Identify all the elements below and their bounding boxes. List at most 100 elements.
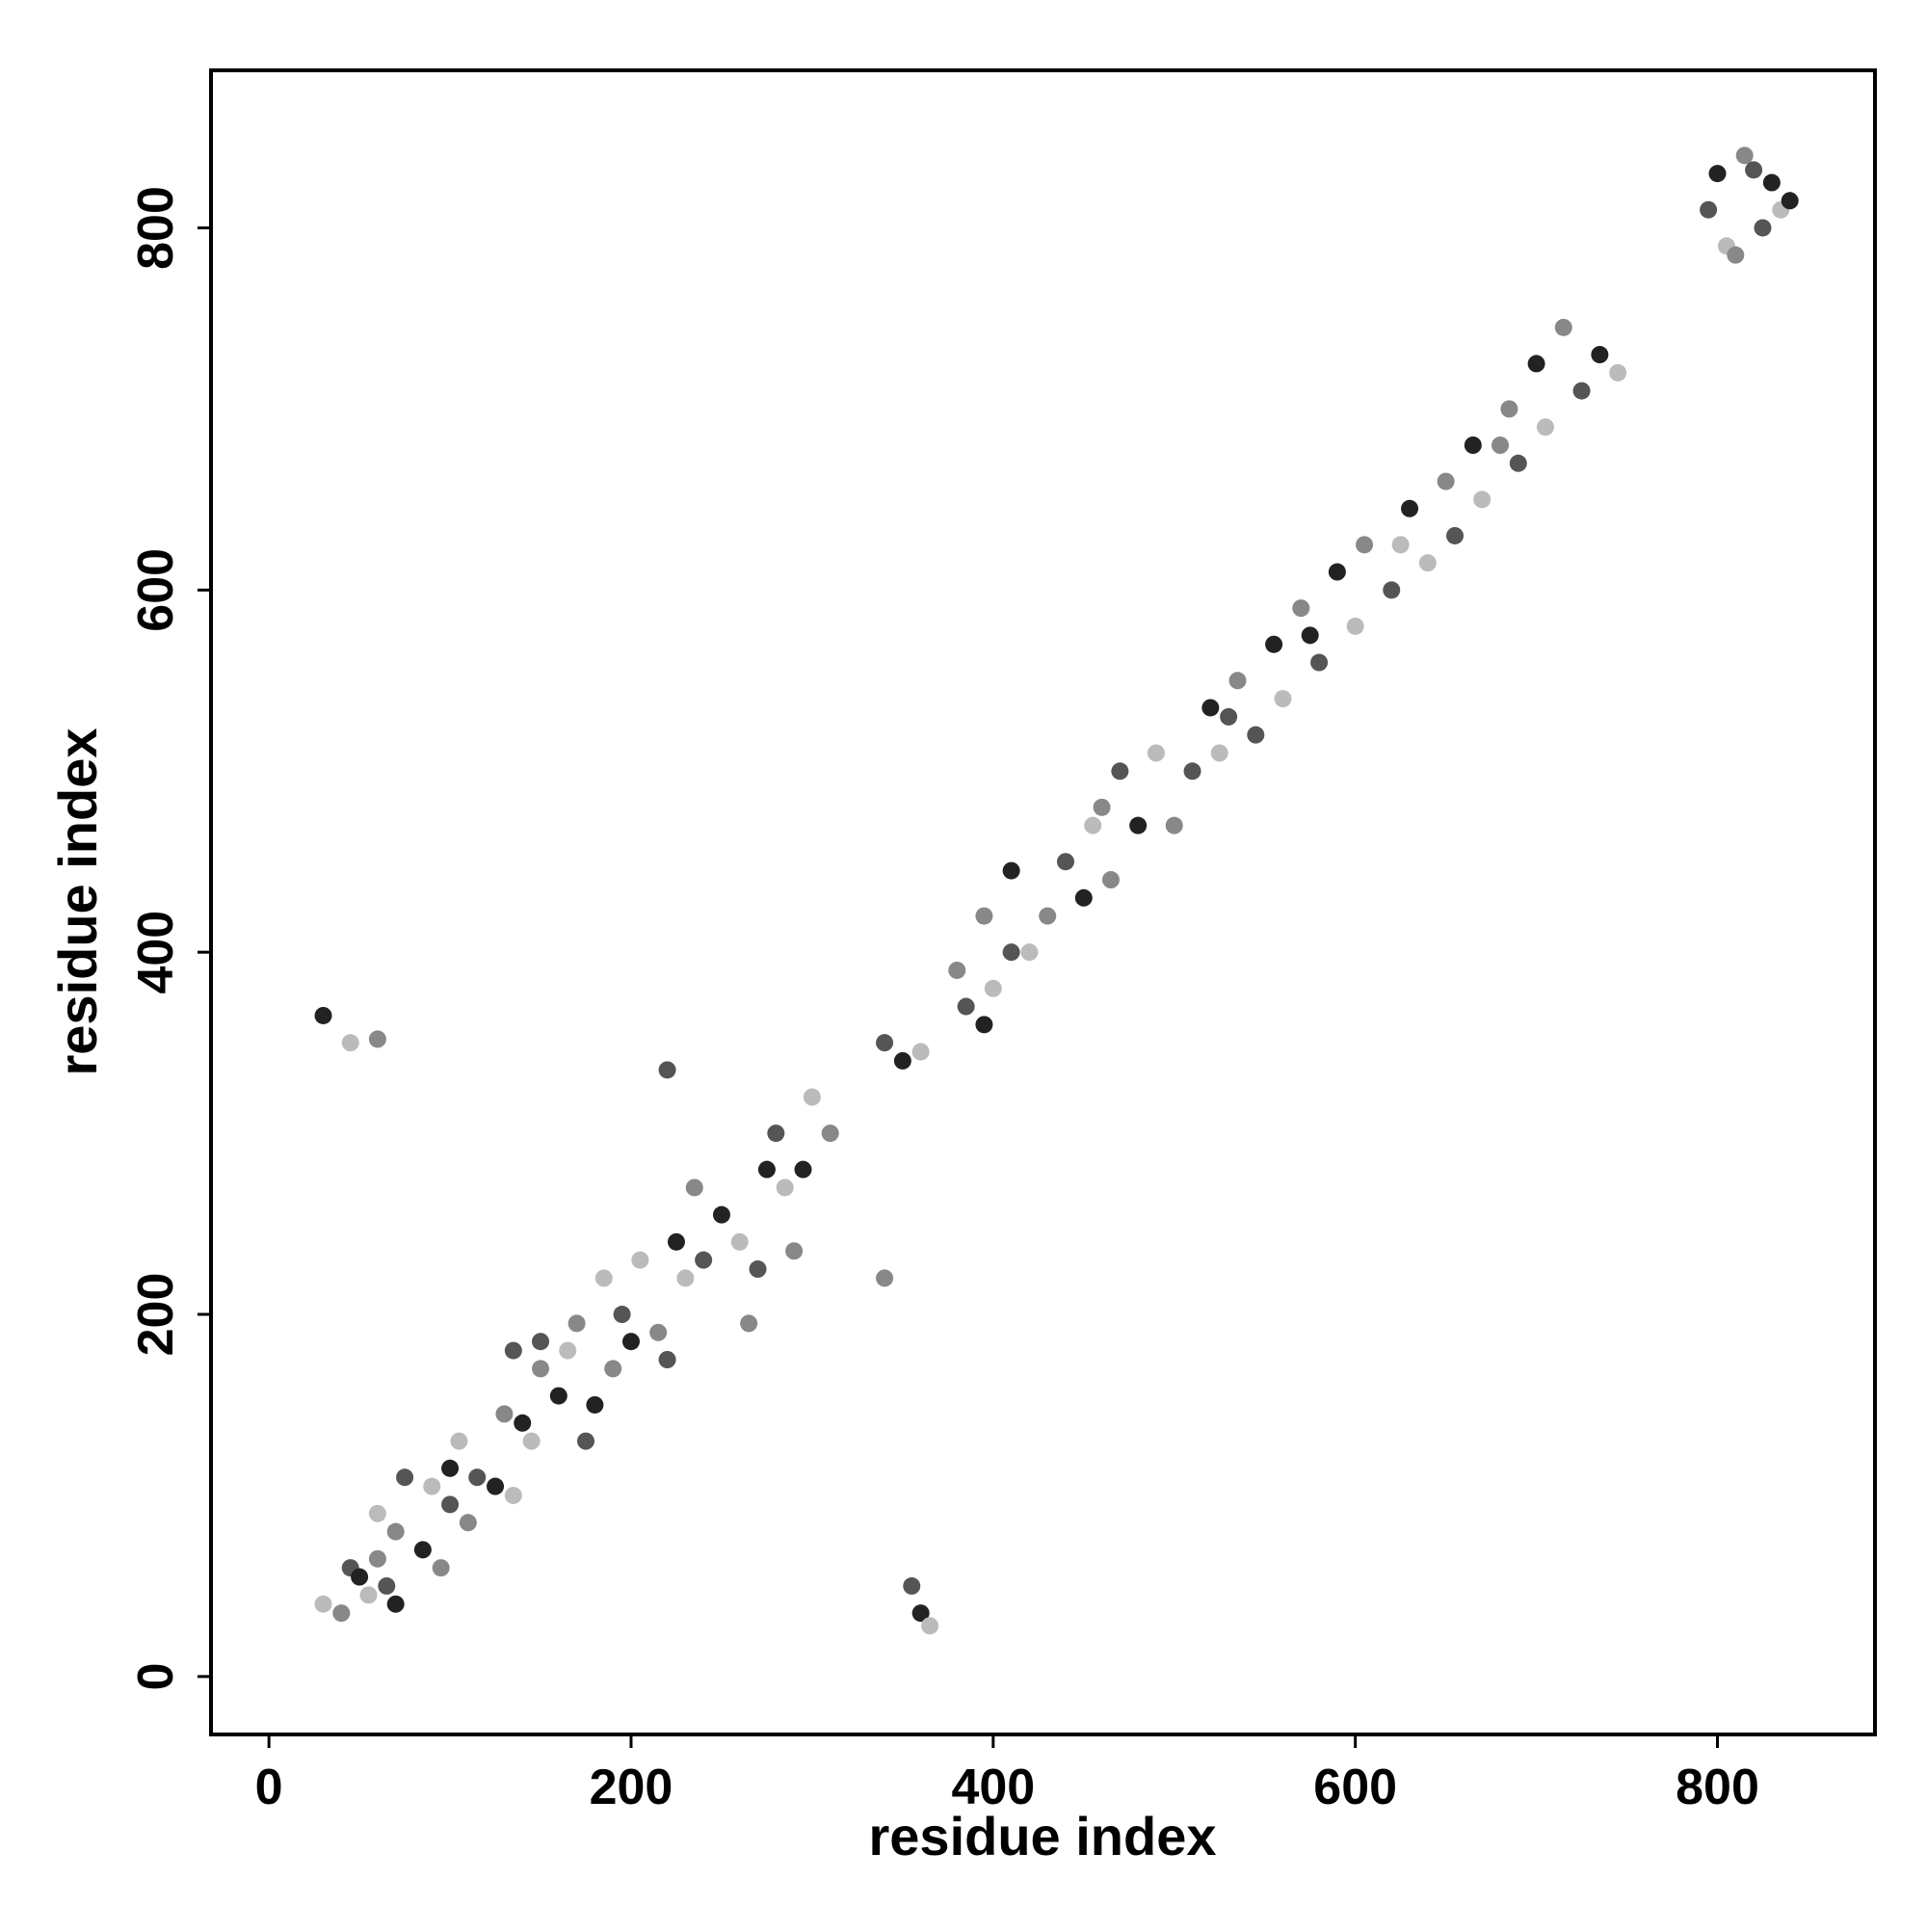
point xyxy=(676,1269,695,1287)
point xyxy=(1754,219,1772,237)
point xyxy=(658,1351,676,1369)
point xyxy=(359,1586,378,1604)
point xyxy=(1002,861,1020,880)
point xyxy=(441,1495,460,1514)
point xyxy=(685,1178,703,1197)
point xyxy=(911,1043,930,1061)
point xyxy=(1473,490,1491,509)
point xyxy=(1356,536,1374,554)
point xyxy=(1500,400,1518,418)
y-axis-title: residue index xyxy=(47,728,108,1075)
point xyxy=(1418,554,1437,572)
point xyxy=(314,1595,332,1613)
point xyxy=(1536,418,1554,437)
point xyxy=(1572,382,1591,400)
point xyxy=(1383,581,1401,599)
point xyxy=(514,1414,532,1432)
point xyxy=(794,1160,812,1178)
y-tick-label: 0 xyxy=(128,1662,184,1690)
point xyxy=(613,1306,631,1324)
point xyxy=(1247,726,1265,744)
y-tick-label: 800 xyxy=(128,186,184,270)
point xyxy=(803,1088,821,1106)
point xyxy=(1745,161,1763,179)
point xyxy=(341,1034,359,1052)
point xyxy=(975,1016,993,1034)
point xyxy=(1527,355,1545,373)
point xyxy=(1609,363,1627,382)
point xyxy=(332,1604,351,1623)
point xyxy=(649,1323,668,1341)
point xyxy=(504,1486,522,1504)
point xyxy=(386,1595,405,1613)
point xyxy=(396,1469,414,1487)
point xyxy=(1165,816,1183,834)
point xyxy=(876,1034,894,1052)
x-tick-label: 800 xyxy=(1676,1760,1759,1815)
point xyxy=(1781,192,1799,210)
point xyxy=(586,1395,604,1414)
point xyxy=(1735,146,1754,165)
point xyxy=(1111,762,1129,781)
point xyxy=(893,1051,911,1070)
point xyxy=(821,1125,839,1143)
point xyxy=(1346,617,1364,635)
point xyxy=(1129,816,1148,834)
point xyxy=(785,1242,804,1260)
point xyxy=(576,1432,594,1450)
point xyxy=(1147,744,1165,762)
point xyxy=(1762,173,1781,192)
x-tick-label: 200 xyxy=(590,1760,673,1815)
point xyxy=(1446,526,1465,544)
point xyxy=(776,1178,794,1197)
point xyxy=(631,1251,649,1269)
point xyxy=(921,1617,939,1635)
plot-frame xyxy=(209,68,1877,1736)
point xyxy=(695,1251,713,1269)
point xyxy=(604,1360,622,1378)
point xyxy=(459,1514,477,1532)
point xyxy=(532,1333,550,1351)
point xyxy=(1401,499,1419,517)
point xyxy=(378,1576,396,1595)
point xyxy=(1002,943,1020,962)
x-axis-title: residue index xyxy=(868,1806,1216,1866)
point xyxy=(1084,816,1102,834)
point xyxy=(1708,165,1727,183)
point xyxy=(314,1006,332,1024)
point xyxy=(1201,699,1220,717)
point xyxy=(975,907,993,925)
point xyxy=(1509,454,1527,472)
point xyxy=(658,1061,676,1079)
point xyxy=(1310,653,1329,672)
x-tick-label: 600 xyxy=(1313,1760,1397,1815)
point xyxy=(767,1125,785,1143)
y-tick-label: 200 xyxy=(128,1273,184,1357)
x-tick-label: 0 xyxy=(255,1760,283,1815)
point xyxy=(667,1232,685,1251)
point xyxy=(1391,536,1410,554)
point xyxy=(1700,200,1718,219)
point xyxy=(876,1269,894,1287)
point xyxy=(1554,318,1572,336)
point xyxy=(1228,672,1247,690)
point xyxy=(740,1314,758,1333)
point xyxy=(1093,798,1111,816)
point xyxy=(351,1568,369,1586)
point xyxy=(1292,599,1310,618)
point xyxy=(495,1405,514,1423)
point xyxy=(504,1341,522,1360)
point xyxy=(1220,707,1238,726)
point xyxy=(757,1160,776,1178)
point xyxy=(532,1360,550,1378)
point xyxy=(1101,871,1120,889)
point xyxy=(1020,943,1039,962)
point xyxy=(1183,762,1201,781)
point xyxy=(549,1387,568,1405)
point xyxy=(368,1549,386,1568)
point xyxy=(1727,246,1745,264)
point xyxy=(903,1576,921,1595)
point xyxy=(730,1232,749,1251)
point xyxy=(413,1541,432,1559)
